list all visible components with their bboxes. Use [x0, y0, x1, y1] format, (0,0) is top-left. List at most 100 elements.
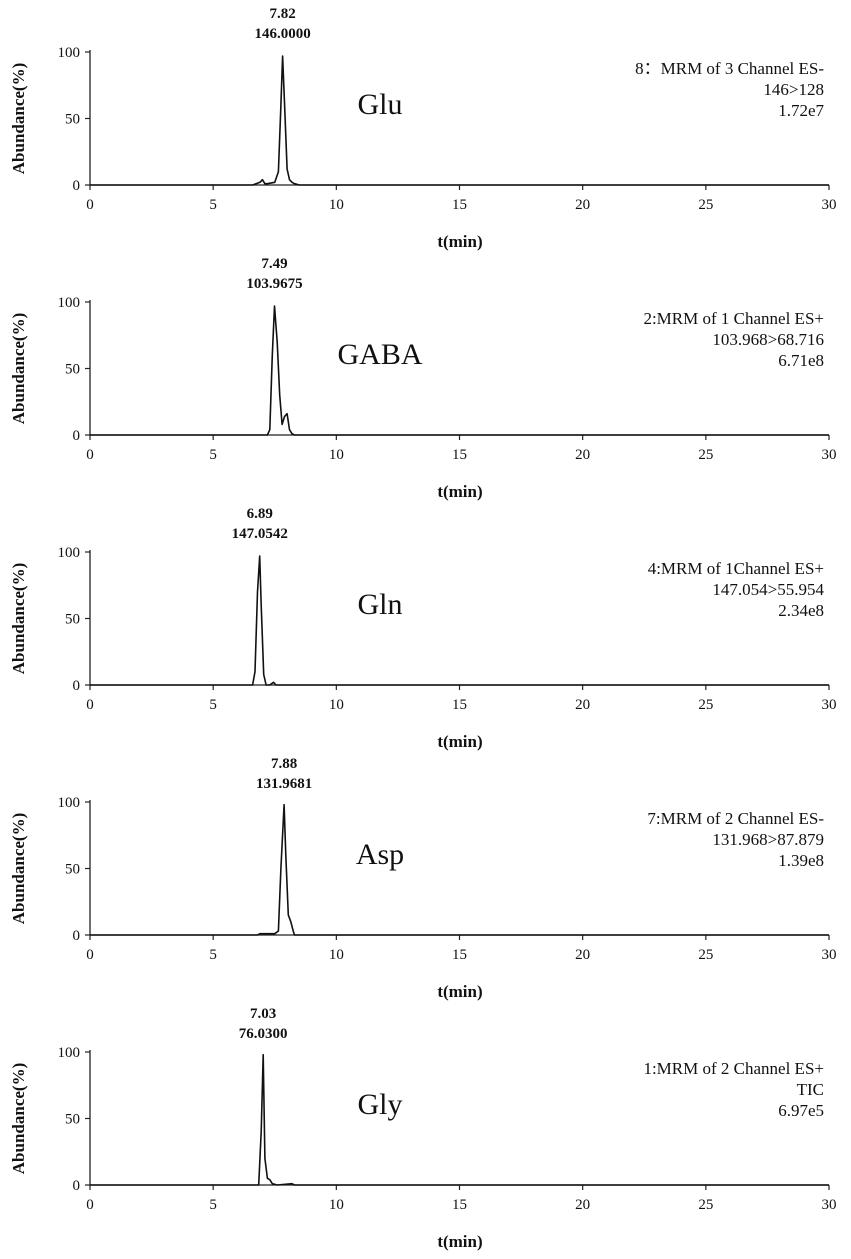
x-tick-label: 5 — [209, 447, 217, 463]
x-tick-label: 10 — [329, 447, 344, 463]
x-tick-label: 25 — [698, 197, 713, 213]
channel-info-line: 1.39e8 — [778, 851, 824, 870]
x-tick-label: 15 — [452, 1197, 467, 1213]
chromatogram-trace — [90, 803, 829, 936]
x-axis-title: t(min) — [437, 1232, 482, 1251]
x-tick-label: 25 — [698, 447, 713, 463]
x-tick-label: 10 — [329, 1197, 344, 1213]
y-tick-label: 50 — [65, 612, 80, 628]
x-tick-label: 25 — [698, 947, 713, 963]
x-tick-label: 30 — [822, 697, 837, 713]
channel-info-line: 2:MRM of 1 Channel ES+ — [643, 309, 824, 328]
channel-info-line: 7:MRM of 2 Channel ES- — [647, 809, 824, 828]
x-tick-label: 15 — [452, 947, 467, 963]
x-tick-label: 5 — [209, 947, 217, 963]
y-tick-label: 0 — [73, 428, 81, 444]
x-tick-label: 25 — [698, 697, 713, 713]
y-tick-label: 100 — [58, 295, 81, 311]
y-axis-title: Abundance(%) — [9, 1063, 28, 1174]
x-tick-label: 0 — [86, 697, 94, 713]
y-tick-label: 50 — [65, 862, 80, 878]
compound-label: Gly — [358, 1088, 403, 1121]
x-axis-title: t(min) — [437, 732, 482, 751]
chart-panel-gly: 0 5 10 15 20 25 30 0 50 100 t(min) Abundance(%) 7.03… — [9, 1006, 837, 1251]
x-tick-label: 20 — [575, 1197, 590, 1213]
x-axis-title: t(min) — [437, 232, 482, 251]
y-tick-label: 0 — [73, 1178, 81, 1194]
x-tick-label: 15 — [452, 697, 467, 713]
x-axis-title: t(min) — [437, 482, 482, 501]
compound-label: GABA — [337, 338, 422, 371]
chart-panel-glu: 0 5 10 15 20 25 30 0 50 100 t(min) Abundance(%) 7.82… — [9, 6, 837, 251]
x-tick-label: 10 — [329, 697, 344, 713]
x-tick-label: 25 — [698, 1197, 713, 1213]
channel-info-line: 2.34e8 — [778, 601, 824, 620]
y-tick-label: 50 — [65, 362, 80, 378]
y-axis-title: Abundance(%) — [9, 813, 28, 924]
peak-mz-label: 146.0000 — [255, 26, 311, 42]
x-tick-label: 10 — [329, 947, 344, 963]
peak-mz-label: 103.9675 — [246, 276, 302, 292]
peak-mz-label: 147.0542 — [232, 526, 288, 542]
peak-time-label: 7.49 — [261, 256, 287, 272]
chromatogram-trace — [90, 1053, 829, 1186]
x-axis-title: t(min) — [437, 982, 482, 1001]
channel-info-line: 103.968>68.716 — [712, 330, 824, 349]
x-tick-label: 0 — [86, 947, 94, 963]
chromatogram-trace — [90, 305, 829, 436]
channel-info-line: 146>128 — [763, 80, 824, 99]
y-tick-label: 0 — [73, 928, 81, 944]
x-tick-label: 0 — [86, 1197, 94, 1213]
y-tick-label: 100 — [58, 795, 81, 811]
y-tick-label: 50 — [65, 1112, 80, 1128]
x-tick-label: 30 — [822, 947, 837, 963]
x-tick-label: 10 — [329, 197, 344, 213]
peak-mz-label: 76.0300 — [239, 1026, 288, 1042]
x-tick-label: 20 — [575, 197, 590, 213]
y-tick-label: 100 — [58, 1045, 81, 1061]
y-tick-label: 100 — [58, 45, 81, 61]
y-tick-label: 50 — [65, 112, 80, 128]
channel-info-line: 131.968>87.879 — [712, 830, 824, 849]
chromatogram-trace — [90, 555, 829, 686]
x-tick-label: 5 — [209, 697, 217, 713]
x-tick-label: 0 — [86, 447, 94, 463]
peak-time-label: 6.89 — [247, 506, 273, 522]
x-tick-label: 30 — [822, 1197, 837, 1213]
x-tick-label: 15 — [452, 197, 467, 213]
x-tick-label: 20 — [575, 947, 590, 963]
channel-info-line: 8：MRM of 3 Channel ES- — [635, 59, 824, 78]
x-tick-label: 15 — [452, 447, 467, 463]
channel-info-line: 6.71e8 — [778, 351, 824, 370]
x-tick-label: 5 — [209, 1197, 217, 1213]
x-tick-label: 20 — [575, 697, 590, 713]
channel-info-line: 4:MRM of 1Channel ES+ — [648, 559, 824, 578]
chart-panel-asp: 0 5 10 15 20 25 30 0 50 100 t(min) Abundance(%) 7.88… — [9, 756, 837, 1001]
compound-label: Gln — [358, 588, 403, 621]
y-tick-label: 0 — [73, 678, 81, 694]
channel-info-line: 147.054>55.954 — [712, 580, 824, 599]
x-tick-label: 30 — [822, 197, 837, 213]
channel-info-line: TIC — [797, 1080, 824, 1099]
y-axis-title: Abundance(%) — [9, 313, 28, 424]
channel-info-line: 1.72e7 — [778, 101, 824, 120]
x-tick-label: 5 — [209, 197, 217, 213]
peak-time-label: 7.88 — [271, 756, 297, 772]
x-tick-label: 30 — [822, 447, 837, 463]
peak-time-label: 7.82 — [270, 6, 296, 22]
chart-panel-gln: 0 5 10 15 20 25 30 0 50 100 t(min) Abundance(%) 6.89… — [9, 506, 837, 751]
compound-label: Glu — [358, 88, 403, 121]
y-tick-label: 0 — [73, 178, 81, 194]
channel-info-line: 6.97e5 — [778, 1101, 824, 1120]
chromatogram-trace — [90, 55, 829, 186]
y-axis-title: Abundance(%) — [9, 563, 28, 674]
peak-time-label: 7.03 — [250, 1006, 276, 1022]
channel-info-line: 1:MRM of 2 Channel ES+ — [643, 1059, 824, 1078]
peak-mz-label: 131.9681 — [256, 776, 312, 792]
y-tick-label: 100 — [58, 545, 81, 561]
compound-label: Asp — [356, 838, 404, 871]
x-tick-label: 20 — [575, 447, 590, 463]
chart-panel-gaba: 0 5 10 15 20 25 30 0 50 100 t(min) Abundance(%) 7.49… — [9, 256, 837, 501]
y-axis-title: Abundance(%) — [9, 63, 28, 174]
